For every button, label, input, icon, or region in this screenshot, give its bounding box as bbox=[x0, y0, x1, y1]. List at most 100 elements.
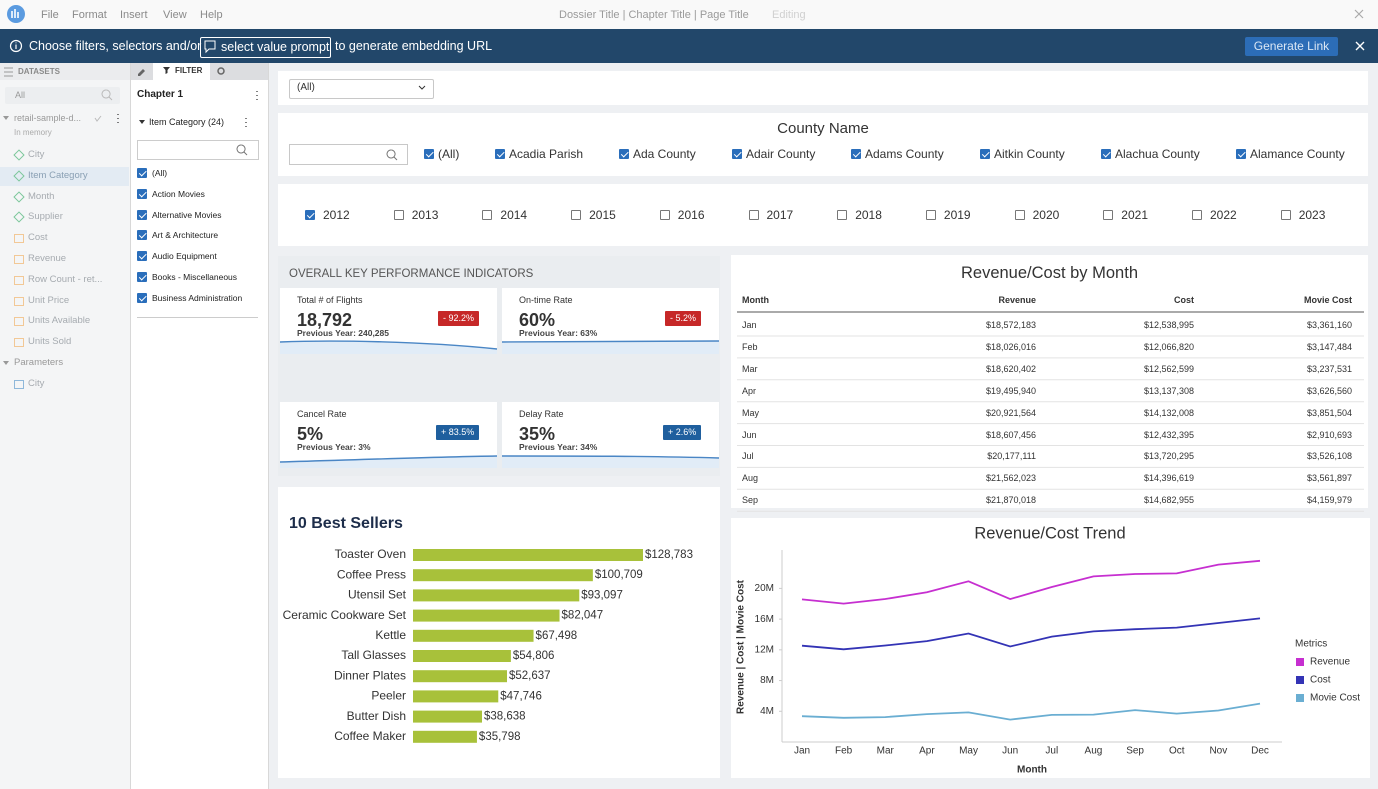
generate-button[interactable]: Generate Link bbox=[1245, 37, 1338, 56]
dataset-field[interactable]: Supplier bbox=[28, 211, 63, 223]
filter-name: Item Category (24) bbox=[149, 117, 225, 127]
checkbox[interactable] bbox=[1280, 210, 1291, 220]
table-cell: Mar bbox=[742, 363, 758, 374]
chapter-name: Chapter 1 bbox=[137, 89, 184, 100]
checkbox[interactable] bbox=[305, 210, 315, 220]
county-search[interactable] bbox=[289, 144, 408, 165]
year-option[interactable]: 2012 bbox=[323, 208, 350, 222]
checkbox[interactable] bbox=[137, 209, 147, 220]
checkbox[interactable] bbox=[1101, 149, 1111, 159]
dataset-field[interactable]: Month bbox=[28, 190, 55, 202]
table-cell: Sep bbox=[742, 495, 759, 506]
menu-item[interactable]: File bbox=[41, 9, 59, 21]
checkbox[interactable] bbox=[137, 272, 147, 282]
table-cell: $12,066,820 bbox=[1143, 341, 1194, 352]
filter-option[interactable]: Action Movies bbox=[152, 188, 205, 199]
kpi-value: 5% bbox=[297, 424, 324, 444]
checkbox[interactable] bbox=[137, 251, 147, 262]
menu-item[interactable]: Insert bbox=[120, 9, 148, 21]
year-option[interactable]: 2013 bbox=[411, 208, 439, 222]
county-option[interactable]: Alamance County bbox=[1250, 147, 1345, 161]
checkbox[interactable] bbox=[837, 210, 848, 220]
column-header: Revenue bbox=[998, 295, 1036, 305]
dataset-field[interactable]: City bbox=[28, 149, 45, 160]
dataset-field[interactable]: Unit Price bbox=[28, 294, 70, 306]
county-option[interactable]: Adair County bbox=[746, 147, 816, 161]
filter-option[interactable]: Books - Miscellaneous bbox=[152, 272, 238, 282]
table-cell: $14,396,619 bbox=[1143, 473, 1194, 484]
checkbox[interactable] bbox=[851, 149, 861, 159]
table-cell: Apr bbox=[742, 385, 757, 396]
table-cell: $14,682,955 bbox=[1143, 495, 1194, 506]
checkbox[interactable] bbox=[137, 188, 147, 199]
dataset-field[interactable]: Units Sold bbox=[28, 336, 72, 348]
year-option[interactable]: 2017 bbox=[766, 208, 794, 222]
checkbox[interactable] bbox=[137, 168, 147, 178]
filter-option[interactable]: (All) bbox=[152, 168, 168, 178]
checkbox[interactable] bbox=[925, 210, 936, 220]
filter-search[interactable] bbox=[137, 140, 259, 160]
year-option[interactable]: 2019 bbox=[943, 208, 971, 222]
scope-select[interactable] bbox=[5, 87, 120, 104]
county-option[interactable]: Acadia Parish bbox=[509, 147, 584, 161]
year-option[interactable]: 2021 bbox=[1121, 208, 1148, 222]
year-option[interactable]: 2022 bbox=[1210, 208, 1237, 222]
parameter[interactable]: City bbox=[28, 378, 45, 389]
checkbox[interactable] bbox=[1014, 210, 1025, 220]
county-option[interactable]: Aitkin County bbox=[994, 147, 1065, 161]
year-option[interactable]: 2020 bbox=[1032, 208, 1060, 222]
dataset-field[interactable]: Item Category bbox=[28, 169, 88, 181]
table-cell: $18,620,402 bbox=[985, 363, 1036, 374]
kpi-label: On-time Rate bbox=[519, 295, 573, 305]
county-option[interactable]: Alachua County bbox=[1115, 147, 1200, 161]
tab-label[interactable]: FILTER bbox=[175, 66, 203, 75]
metric-icon bbox=[14, 338, 24, 348]
year-option[interactable]: 2023 bbox=[1298, 208, 1326, 222]
dataset-field[interactable]: Units Available bbox=[28, 315, 91, 327]
county-option[interactable]: (All) bbox=[438, 147, 460, 161]
menu-item[interactable]: Format bbox=[72, 9, 107, 21]
menu-item[interactable]: Help bbox=[200, 9, 223, 21]
dataset-field[interactable]: Cost bbox=[28, 232, 48, 244]
year-option[interactable]: 2018 bbox=[855, 208, 882, 222]
prompt-button[interactable]: select value prompt bbox=[200, 37, 331, 58]
filter-option[interactable]: Art & Architecture bbox=[152, 230, 219, 241]
checkbox[interactable] bbox=[482, 210, 493, 220]
kpi-value: 60% bbox=[519, 310, 556, 330]
county-option[interactable]: Ada County bbox=[633, 147, 696, 161]
checkbox[interactable] bbox=[1236, 149, 1246, 159]
checkbox[interactable] bbox=[748, 210, 759, 220]
checkbox[interactable] bbox=[1103, 210, 1114, 220]
year-option[interactable]: 2014 bbox=[500, 208, 528, 222]
table-cell: $20,921,564 bbox=[985, 407, 1036, 418]
table-cell: $14,132,008 bbox=[1143, 407, 1194, 418]
filter-option[interactable]: Audio Equipment bbox=[152, 251, 217, 262]
checkbox[interactable] bbox=[619, 149, 629, 159]
table-cell: $3,237,531 bbox=[1306, 363, 1352, 374]
metric-icon bbox=[14, 296, 24, 306]
dataset-field[interactable]: Row Count - ret... bbox=[28, 273, 103, 285]
kpi-previous: Previous Year: 3% bbox=[297, 442, 371, 452]
checkbox[interactable] bbox=[393, 210, 404, 220]
kpi-value: 35% bbox=[519, 424, 556, 444]
checkbox[interactable] bbox=[137, 292, 147, 303]
filter-panel bbox=[131, 63, 269, 789]
year-option[interactable]: 2015 bbox=[589, 208, 616, 222]
checkbox[interactable] bbox=[571, 210, 582, 220]
dataset-field[interactable]: Revenue bbox=[28, 253, 67, 264]
column-header: Month bbox=[742, 295, 769, 305]
checkbox[interactable] bbox=[137, 230, 147, 241]
checkbox[interactable] bbox=[732, 149, 742, 159]
checkbox[interactable] bbox=[424, 149, 434, 159]
year-option[interactable]: 2016 bbox=[677, 208, 705, 222]
checkbox[interactable] bbox=[495, 149, 505, 159]
table-cell: Jan bbox=[742, 320, 757, 330]
filter-option[interactable]: Business Administration bbox=[152, 292, 243, 303]
menu-item[interactable]: View bbox=[163, 9, 187, 21]
checkbox[interactable] bbox=[1192, 210, 1202, 220]
filter-option[interactable]: Alternative Movies bbox=[152, 209, 222, 220]
checkbox[interactable] bbox=[980, 149, 990, 159]
county-option[interactable]: Adams County bbox=[865, 147, 944, 161]
checkbox[interactable] bbox=[659, 210, 670, 220]
page-select[interactable] bbox=[289, 79, 434, 99]
